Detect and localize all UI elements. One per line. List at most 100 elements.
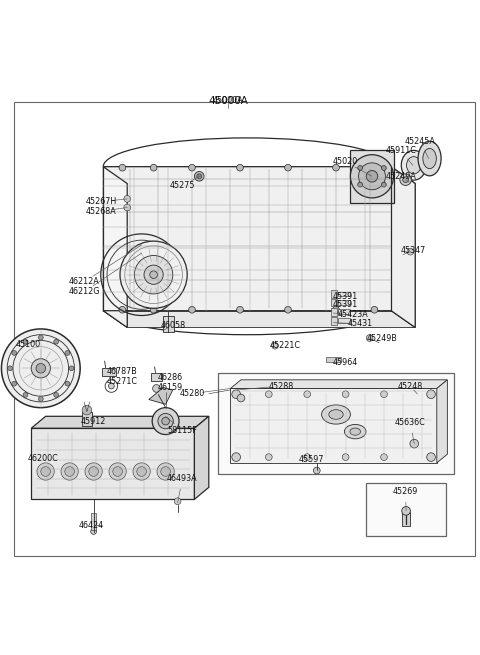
Circle shape [124,195,131,202]
Circle shape [285,307,291,313]
Text: 46200C: 46200C [28,453,59,462]
Circle shape [12,381,17,386]
Text: 45391: 45391 [333,300,358,309]
Circle shape [381,391,387,398]
Circle shape [85,463,102,480]
Circle shape [82,405,92,415]
Circle shape [54,392,59,398]
Circle shape [358,166,362,170]
Polygon shape [103,167,415,328]
Circle shape [38,335,43,340]
Bar [331,299,337,307]
Circle shape [381,454,387,460]
Circle shape [366,335,373,341]
Circle shape [152,407,179,434]
Circle shape [109,463,126,480]
Polygon shape [437,380,447,463]
Circle shape [157,463,174,480]
Circle shape [150,307,157,313]
Circle shape [36,364,46,373]
Circle shape [158,413,173,429]
Circle shape [162,417,169,425]
Text: 45912: 45912 [81,417,106,426]
Circle shape [91,529,96,534]
Bar [338,318,350,323]
Bar [338,309,350,314]
Bar [102,368,116,377]
Circle shape [189,164,195,171]
Polygon shape [103,167,415,183]
Polygon shape [149,388,173,404]
Circle shape [23,339,28,344]
Circle shape [313,467,320,474]
Circle shape [265,391,272,398]
Text: 45267H: 45267H [85,197,117,206]
Circle shape [333,164,339,171]
Polygon shape [194,417,209,499]
Bar [331,308,337,316]
Bar [230,388,437,463]
Circle shape [108,383,114,389]
Circle shape [285,164,291,171]
Polygon shape [31,417,209,428]
Circle shape [23,392,28,398]
Circle shape [174,498,181,504]
Circle shape [232,453,240,461]
Circle shape [12,350,17,356]
Circle shape [358,182,362,187]
Circle shape [342,391,349,398]
Text: 45275: 45275 [169,181,195,191]
Bar [402,512,410,526]
Bar [338,300,350,305]
Bar [151,373,162,381]
Text: 45431: 45431 [348,319,372,328]
Text: 45248: 45248 [398,382,423,390]
Circle shape [272,343,278,349]
Circle shape [304,391,311,398]
Circle shape [150,164,157,171]
Bar [331,317,337,325]
Circle shape [403,177,408,183]
Bar [366,483,446,536]
Polygon shape [103,167,391,310]
Circle shape [304,454,311,460]
Text: 46286: 46286 [158,373,183,383]
Bar [91,514,96,530]
Circle shape [119,164,126,171]
Text: 45636C: 45636C [395,418,426,427]
Circle shape [382,182,386,187]
Polygon shape [350,150,394,202]
Circle shape [133,463,150,480]
Circle shape [359,163,385,190]
Text: 46058: 46058 [160,320,185,329]
Circle shape [150,271,157,278]
Bar [218,373,454,474]
Circle shape [237,307,243,313]
Circle shape [61,463,78,480]
Circle shape [371,307,378,313]
Circle shape [134,255,173,294]
Text: 45100: 45100 [15,340,40,349]
Ellipse shape [329,409,343,419]
Circle shape [232,390,240,398]
Circle shape [333,307,339,313]
Circle shape [65,467,74,476]
Text: 45000A: 45000A [208,96,248,106]
Circle shape [237,164,243,171]
Circle shape [8,366,12,371]
Circle shape [371,164,378,171]
Circle shape [197,174,202,179]
Bar [82,411,92,426]
Circle shape [31,359,50,378]
Circle shape [1,329,80,407]
Ellipse shape [322,405,350,424]
Ellipse shape [344,424,366,439]
Ellipse shape [423,149,436,168]
Text: 58115F: 58115F [168,426,197,435]
Circle shape [69,366,74,371]
Text: 45000A: 45000A [213,96,243,105]
Circle shape [402,506,410,515]
Text: 45964: 45964 [333,358,358,367]
Text: 45597: 45597 [298,455,324,464]
Circle shape [153,384,160,392]
